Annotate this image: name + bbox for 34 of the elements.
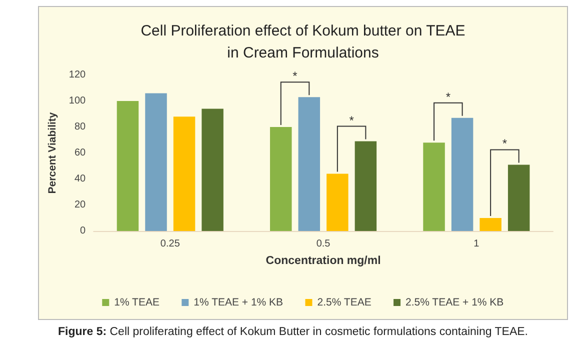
bar: [145, 93, 167, 231]
legend-label: 2.5% TEAE: [317, 296, 372, 308]
bar: [173, 116, 196, 231]
bar: [116, 101, 139, 231]
bar: [508, 164, 530, 231]
legend-label: 1% TEAE + 1% KB: [194, 296, 284, 308]
bar: [423, 142, 445, 231]
bar: [326, 174, 348, 231]
chart-title: Cell Proliferation effect of Kokum butter on TEAE in Cream Formulations: [140, 22, 466, 62]
x-tick-label: 0.25: [160, 238, 180, 250]
y-tick-label: 120: [68, 70, 86, 80]
y-tick-label: 20: [74, 200, 86, 210]
bar: [451, 118, 474, 231]
annotation: *: [502, 136, 508, 151]
y-tick-label: 100: [68, 96, 86, 106]
annotation: *: [292, 69, 298, 84]
y-axis-title: Percent Viability: [46, 112, 58, 194]
y-tick-label: 80: [74, 122, 86, 132]
bar: [202, 108, 224, 231]
caption: Figure 5: Cell proliferating effect of Kokum Butter in cosmetic formulations containing TEAE.: [56, 326, 529, 338]
bar: [354, 141, 377, 231]
x-tick-label: 1: [474, 238, 480, 250]
x-tick-label: 0.5: [316, 238, 331, 250]
legend-label: 2.5% TEAE + 1% KB: [406, 296, 504, 308]
y-tick-label: 60: [74, 148, 86, 158]
y-tick-label: 40: [74, 174, 86, 184]
bar: [270, 127, 292, 231]
annotation: *: [349, 113, 354, 128]
annotation: *: [446, 90, 451, 104]
legend-label: 1% TEAE: [114, 296, 160, 308]
x-axis-title: Concentration mg/ml: [266, 255, 381, 267]
bar: [480, 218, 502, 231]
bar: [298, 97, 320, 231]
y-tick-label: 0: [80, 226, 86, 236]
